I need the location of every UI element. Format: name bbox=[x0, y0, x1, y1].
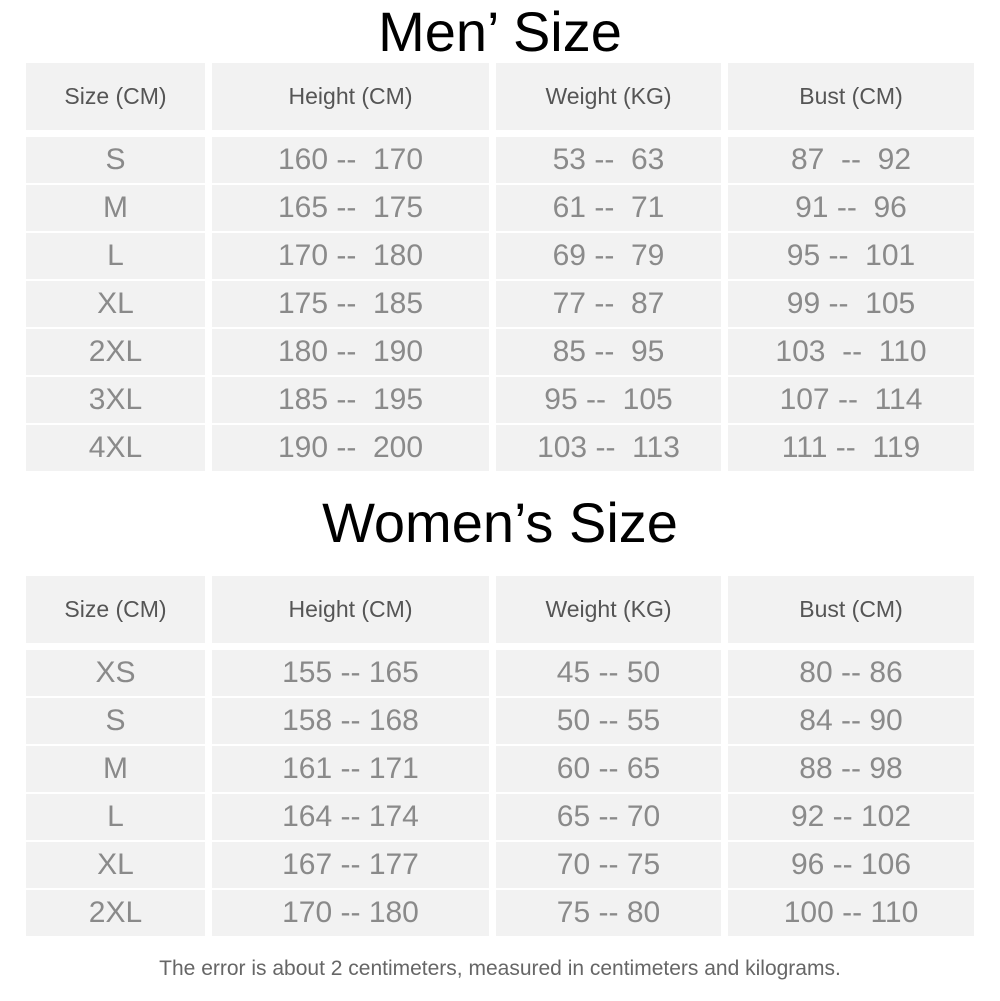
size-cell: L bbox=[26, 794, 205, 840]
range-cell: 170 -- 180 bbox=[212, 890, 489, 936]
column-header: Height (CM) bbox=[212, 576, 489, 643]
column-header: Weight (KG) bbox=[496, 63, 721, 130]
range-cell: 161 -- 171 bbox=[212, 746, 489, 792]
range-cell: 158 -- 168 bbox=[212, 698, 489, 744]
range-cell: 53 -- 63 bbox=[496, 137, 721, 183]
range-cell: 167 -- 177 bbox=[212, 842, 489, 888]
range-cell: 50 -- 55 bbox=[496, 698, 721, 744]
range-cell: 185 -- 195 bbox=[212, 377, 489, 423]
range-cell: 164 -- 174 bbox=[212, 794, 489, 840]
range-cell: 155 -- 165 bbox=[212, 650, 489, 696]
size-cell: 3XL bbox=[26, 377, 205, 423]
column-header: Bust (CM) bbox=[728, 576, 974, 643]
range-cell: 65 -- 70 bbox=[496, 794, 721, 840]
column-header: Height (CM) bbox=[212, 63, 489, 130]
range-cell: 160 -- 170 bbox=[212, 137, 489, 183]
column-header: Weight (KG) bbox=[496, 576, 721, 643]
range-cell: 103 -- 113 bbox=[496, 425, 721, 471]
footnote: The error is about 2 centimeters, measur… bbox=[159, 957, 841, 980]
range-cell: 95 -- 105 bbox=[496, 377, 721, 423]
size-cell: 2XL bbox=[26, 890, 205, 936]
range-cell: 70 -- 75 bbox=[496, 842, 721, 888]
size-cell: 2XL bbox=[26, 329, 205, 375]
size-cell: L bbox=[26, 233, 205, 279]
size-cell: XL bbox=[26, 281, 205, 327]
range-cell: 60 -- 65 bbox=[496, 746, 721, 792]
range-cell: 165 -- 175 bbox=[212, 185, 489, 231]
range-cell: 170 -- 180 bbox=[212, 233, 489, 279]
size-cell: S bbox=[26, 698, 205, 744]
range-cell: 92 -- 102 bbox=[728, 794, 974, 840]
range-cell: 96 -- 106 bbox=[728, 842, 974, 888]
men-size-table: Size (CM) Height (CM) Weight (KG) Bust (CM)… bbox=[26, 63, 974, 471]
range-cell: 95 -- 101 bbox=[728, 233, 974, 279]
range-cell: 69 -- 79 bbox=[496, 233, 721, 279]
range-cell: 190 -- 200 bbox=[212, 425, 489, 471]
range-cell: 61 -- 71 bbox=[496, 185, 721, 231]
size-cell: XS bbox=[26, 650, 205, 696]
range-cell: 111 -- 119 bbox=[728, 425, 974, 471]
range-cell: 77 -- 87 bbox=[496, 281, 721, 327]
size-cell: XL bbox=[26, 842, 205, 888]
range-cell: 180 -- 190 bbox=[212, 329, 489, 375]
range-cell: 87 -- 92 bbox=[728, 137, 974, 183]
column-header: Size (CM) bbox=[26, 63, 205, 130]
women-size-title: Women’s Size bbox=[322, 491, 678, 554]
range-cell: 103 -- 110 bbox=[728, 329, 974, 375]
column-header: Size (CM) bbox=[26, 576, 205, 643]
women-size-table: Size (CM) Height (CM) Weight (KG) Bust (CM)… bbox=[26, 576, 974, 936]
size-cell: M bbox=[26, 185, 205, 231]
size-cell: M bbox=[26, 746, 205, 792]
range-cell: 91 -- 96 bbox=[728, 185, 974, 231]
range-cell: 80 -- 86 bbox=[728, 650, 974, 696]
size-cell: 4XL bbox=[26, 425, 205, 471]
men-size-title: Men’ Size bbox=[378, 0, 622, 63]
size-cell: S bbox=[26, 137, 205, 183]
range-cell: 107 -- 114 bbox=[728, 377, 974, 423]
range-cell: 75 -- 80 bbox=[496, 890, 721, 936]
column-header: Bust (CM) bbox=[728, 63, 974, 130]
range-cell: 175 -- 185 bbox=[212, 281, 489, 327]
range-cell: 99 -- 105 bbox=[728, 281, 974, 327]
range-cell: 84 -- 90 bbox=[728, 698, 974, 744]
range-cell: 45 -- 50 bbox=[496, 650, 721, 696]
range-cell: 88 -- 98 bbox=[728, 746, 974, 792]
range-cell: 85 -- 95 bbox=[496, 329, 721, 375]
range-cell: 100 -- 110 bbox=[728, 890, 974, 936]
